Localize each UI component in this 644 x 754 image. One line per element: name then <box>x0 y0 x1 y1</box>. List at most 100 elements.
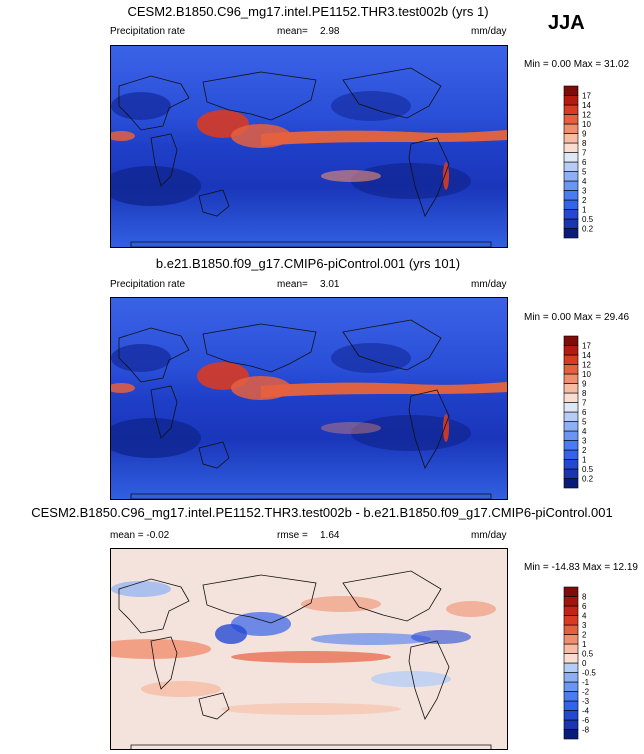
itcz-band <box>261 382 507 398</box>
coastline <box>342 570 442 622</box>
difference-anomaly <box>411 630 471 644</box>
panel-1-colorbar: 0.2 0.5 1 2 3 4 5 6 7 8 9 10 12 14 17 <box>563 85 624 246</box>
spcz <box>321 170 381 182</box>
colorbar-box <box>563 85 579 96</box>
difference-anomaly <box>221 703 401 715</box>
colorbar-tick-label: -8 <box>582 726 590 735</box>
colorbar-box <box>563 104 579 115</box>
coastline <box>118 578 190 634</box>
panel-2-title: b.e21.B1850.f09_g17.CMIP6-piControl.001 … <box>155 256 461 271</box>
colorbar-tick-label: -4 <box>582 707 590 716</box>
coastline <box>408 640 450 720</box>
panel-1-mean-value: 2.98 <box>320 26 340 37</box>
panel-3-mean-text: mean = -0.02 <box>110 530 170 541</box>
panel-2-mean-value: 3.01 <box>320 279 340 290</box>
colorbar-tick-label: 0.2 <box>582 475 594 484</box>
coastline <box>342 319 442 371</box>
panel-2-mean-label: mean= <box>277 279 308 290</box>
colorbar-box <box>563 209 579 220</box>
colorbar-tick-label: -1 <box>582 678 590 687</box>
colorbar-box <box>563 402 579 413</box>
warm-pool <box>231 376 291 400</box>
colorbar-box <box>563 459 579 470</box>
panel-1-units: mm/day <box>471 26 507 37</box>
colorbar-tick-label: 8 <box>582 389 587 398</box>
panel-2-map <box>110 297 508 500</box>
dry-region <box>111 418 201 458</box>
panel-3-rmse-label: rmse = <box>277 530 308 541</box>
coastline <box>408 389 450 469</box>
colorbar-box <box>563 719 579 730</box>
colorbar-tick-label: 10 <box>582 370 591 379</box>
spcz <box>321 422 381 434</box>
panel-1-heatmap <box>111 46 507 247</box>
panel-3-rmse-value: 1.64 <box>320 530 340 541</box>
colorbar-box <box>563 430 579 441</box>
dry-region <box>111 166 201 206</box>
colorbar-box <box>563 218 579 229</box>
colorbar-box <box>563 653 579 664</box>
colorbar-box <box>563 662 579 673</box>
colorbar-box <box>563 392 579 403</box>
difference-anomaly <box>111 639 211 659</box>
field-background <box>111 298 507 499</box>
colorbar-tick-label: 0.2 <box>582 225 594 234</box>
colorbar-box <box>563 643 579 654</box>
colorbar-tick-label: 2 <box>582 631 587 640</box>
colorbar-tick-label: 2 <box>582 196 587 205</box>
dry-region <box>111 344 171 372</box>
colorbar-tick-label: 1 <box>582 640 587 649</box>
coastline <box>150 385 178 439</box>
colorbar-box <box>563 123 579 134</box>
colorbar-tick-label: -2 <box>582 688 590 697</box>
coastline <box>130 744 492 749</box>
colorbar-box <box>563 691 579 702</box>
itcz-band <box>261 130 507 146</box>
warm-pool <box>231 124 291 148</box>
panel-2-minmax: Min = 0.00 Max = 29.46 <box>524 312 630 323</box>
panel-2-heatmap <box>111 298 507 499</box>
colorbar-box <box>563 199 579 210</box>
panel-3-units: mm/day <box>471 530 507 541</box>
colorbar-box <box>563 700 579 711</box>
panel-3-map <box>110 548 508 750</box>
coastline <box>150 636 178 690</box>
field-background <box>111 46 507 247</box>
colorbar-box <box>563 615 579 626</box>
colorbar-tick-label: 0.5 <box>582 650 594 659</box>
colorbar-box <box>563 634 579 645</box>
colorbar-box <box>563 95 579 106</box>
colorbar-box <box>563 133 579 144</box>
dry-region <box>111 92 171 120</box>
colorbar-tick-label: 4 <box>582 427 587 436</box>
colorbar-box <box>563 228 579 239</box>
colorbar-tick-label: 17 <box>582 92 591 101</box>
colorbar-tick-label: 5 <box>582 168 587 177</box>
difference-anomaly <box>231 612 291 636</box>
dry-region <box>331 343 411 373</box>
coastline <box>118 75 190 131</box>
coastline <box>130 493 492 499</box>
colorbar-tick-label: 5 <box>582 418 587 427</box>
colorbar-tick-label: 0 <box>582 659 587 668</box>
panel-1-map <box>110 45 508 248</box>
colorbar-tick-label: 7 <box>582 399 587 408</box>
colorbar-box <box>563 478 579 489</box>
panel-3-minmax: Min = -14.83 Max = 12.19 <box>524 562 638 573</box>
colorbar-box <box>563 596 579 607</box>
colorbar-tick-label: 8 <box>582 139 587 148</box>
coastline <box>150 133 178 187</box>
colorbar-tick-label: 2 <box>582 446 587 455</box>
coastline <box>342 67 442 119</box>
colorbar-tick-label: 0.5 <box>582 215 594 224</box>
colorbar-tick-label: -6 <box>582 716 590 725</box>
colorbar-tick-label: 6 <box>582 602 587 611</box>
panel-3-colorbar: -8 -6 -4 -3 -2 -1 -0.5 0 0.5 1 2 3 4 6 8 <box>563 586 624 747</box>
panel-2-variable-label: Precipitation rate <box>110 279 186 290</box>
colorbar-box <box>563 468 579 479</box>
difference-anomaly <box>446 601 496 617</box>
colorbar-box <box>563 190 579 201</box>
difference-anomaly <box>371 671 451 687</box>
colorbar-tick-label: 8 <box>582 593 587 602</box>
colorbar-box <box>563 114 579 125</box>
